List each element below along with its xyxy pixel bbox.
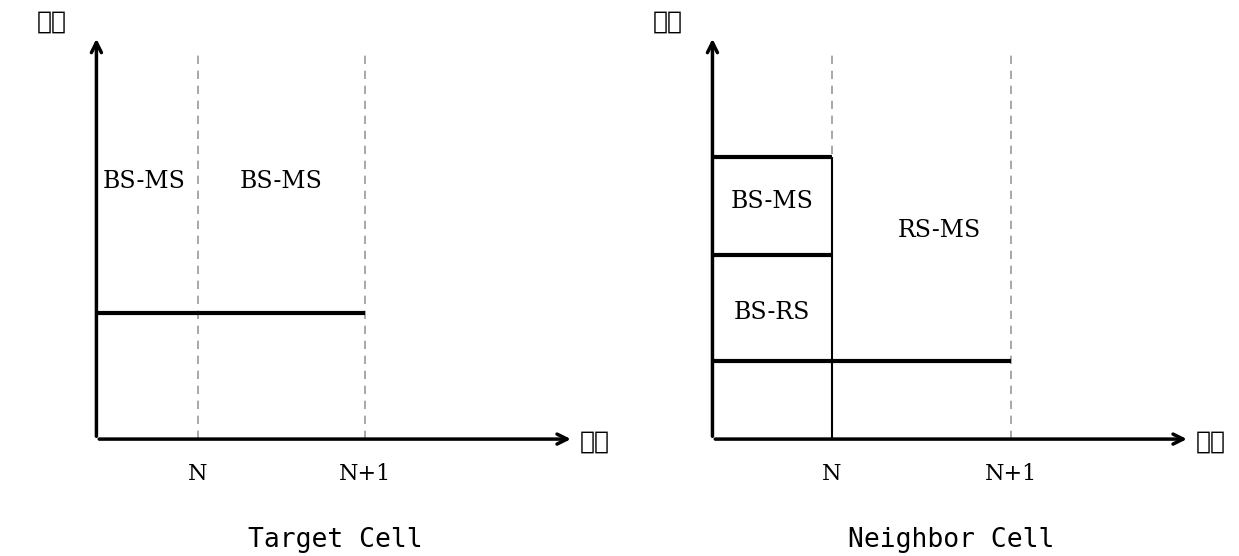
Text: BS-MS: BS-MS	[240, 170, 323, 193]
Text: BS-RS: BS-RS	[733, 301, 810, 324]
Text: RS-MS: RS-MS	[897, 219, 981, 242]
Text: Target Cell: Target Cell	[248, 527, 422, 553]
Text: BS-MS: BS-MS	[731, 190, 814, 212]
Text: Neighbor Cell: Neighbor Cell	[847, 527, 1054, 553]
Text: N: N	[188, 463, 208, 485]
Text: 频率: 频率	[653, 9, 683, 33]
Text: N+1: N+1	[338, 463, 392, 485]
Text: 时隙: 时隙	[580, 430, 610, 454]
Text: 频率: 频率	[37, 9, 67, 33]
Text: N+1: N+1	[985, 463, 1037, 485]
Text: N: N	[821, 463, 841, 485]
Text: BS-MS: BS-MS	[103, 170, 186, 193]
Text: 时隙: 时隙	[1196, 430, 1225, 454]
